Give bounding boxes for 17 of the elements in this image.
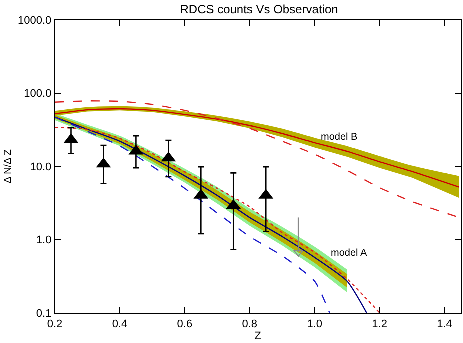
- x-tick-label: 1.0: [307, 318, 322, 330]
- x-tick-label: 0.6: [177, 318, 193, 330]
- y-axis-title: Δ N/Δ Z: [3, 150, 14, 184]
- x-axis-title: Z: [254, 330, 262, 342]
- x-tick-label: 1.2: [372, 318, 388, 330]
- chart-title: RDCS counts Vs Observation: [180, 2, 338, 17]
- y-tick-label: 10.0: [30, 161, 52, 174]
- x-tick-label: 0.2: [47, 318, 63, 330]
- x-tick-label: 0.4: [112, 318, 128, 330]
- y-tick-label: 0.1: [36, 308, 52, 320]
- x-tick-label: 1.4: [437, 318, 452, 330]
- annotation: model B: [321, 132, 358, 143]
- y-tick-label: 1.0: [36, 234, 52, 247]
- annotation: model A: [331, 248, 368, 259]
- x-tick-label: 0.8: [242, 318, 258, 330]
- y-tick-label: 100.0: [24, 88, 52, 100]
- y-tick-label: 1000.0: [18, 14, 52, 27]
